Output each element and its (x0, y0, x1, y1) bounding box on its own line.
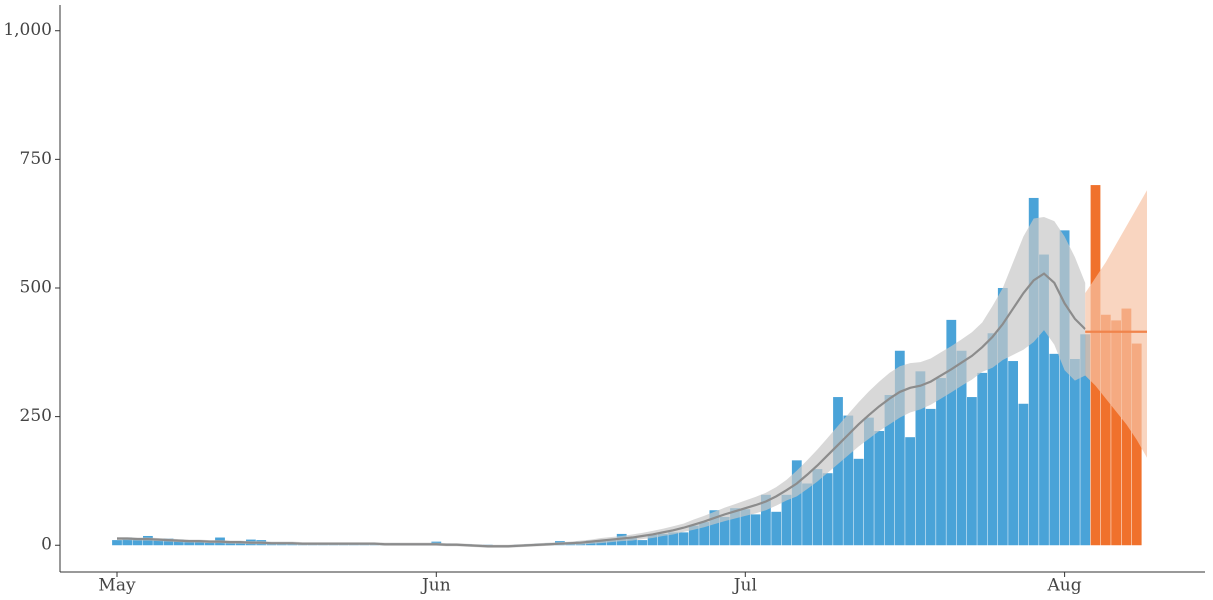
bar (1131, 343, 1142, 546)
bar (699, 522, 709, 546)
bar (771, 511, 782, 546)
bar (750, 514, 761, 546)
bar (1070, 358, 1080, 546)
bar (833, 397, 843, 546)
bar (853, 458, 864, 546)
bar (864, 417, 874, 546)
bar (1049, 353, 1060, 546)
bar (194, 540, 205, 546)
bar (688, 525, 699, 546)
bar (668, 532, 679, 546)
bar (1100, 314, 1111, 546)
bar (1018, 403, 1029, 546)
y-tick-label: 750 (20, 149, 52, 169)
bar (1080, 334, 1091, 546)
bar (1111, 320, 1121, 546)
bar (812, 469, 823, 546)
bar (173, 539, 184, 546)
bar (802, 483, 812, 546)
y-tick-label: 500 (20, 277, 52, 297)
bar (1059, 230, 1070, 546)
bar (658, 533, 668, 546)
x-tick-label: May (98, 576, 136, 596)
x-tick-label: Aug (1047, 576, 1082, 596)
bar (204, 542, 215, 546)
bar (781, 494, 792, 546)
x-tick-label: Jun (420, 576, 451, 596)
y-tick-label: 0 (41, 535, 52, 555)
bar (946, 319, 957, 546)
bar (719, 516, 730, 546)
bar (153, 539, 164, 546)
bar (905, 437, 915, 546)
y-tick-label: 250 (20, 406, 52, 426)
bar (761, 494, 771, 546)
bar (977, 372, 988, 546)
bar (132, 538, 143, 546)
confidence-band (1085, 190, 1147, 458)
bar (1121, 308, 1132, 546)
bar (709, 510, 720, 546)
bar (791, 460, 802, 546)
bar (122, 537, 133, 546)
bar (956, 350, 967, 546)
bar (163, 538, 174, 546)
confidence-band (117, 216, 1086, 548)
bar (1008, 361, 1018, 546)
bar (884, 395, 895, 546)
bar (925, 408, 936, 546)
bar (987, 333, 998, 546)
bar (112, 540, 122, 546)
bar (647, 534, 658, 546)
bar (225, 542, 236, 546)
bar (822, 473, 833, 546)
x-tick-label: Jul (732, 576, 757, 596)
trend-line (117, 272, 1086, 548)
bar (915, 371, 926, 546)
bar (740, 509, 751, 546)
bar (730, 508, 740, 546)
bar (874, 431, 885, 546)
y-tick-label: 1,000 (3, 20, 52, 40)
bar (843, 415, 854, 546)
bar (637, 540, 648, 546)
bar (606, 539, 617, 546)
bar (1039, 254, 1049, 546)
bar (894, 350, 905, 546)
bar (678, 532, 689, 546)
bar (997, 287, 1008, 546)
bar (936, 378, 946, 546)
bar (1028, 197, 1039, 546)
bar (627, 538, 637, 546)
bar (967, 397, 977, 546)
